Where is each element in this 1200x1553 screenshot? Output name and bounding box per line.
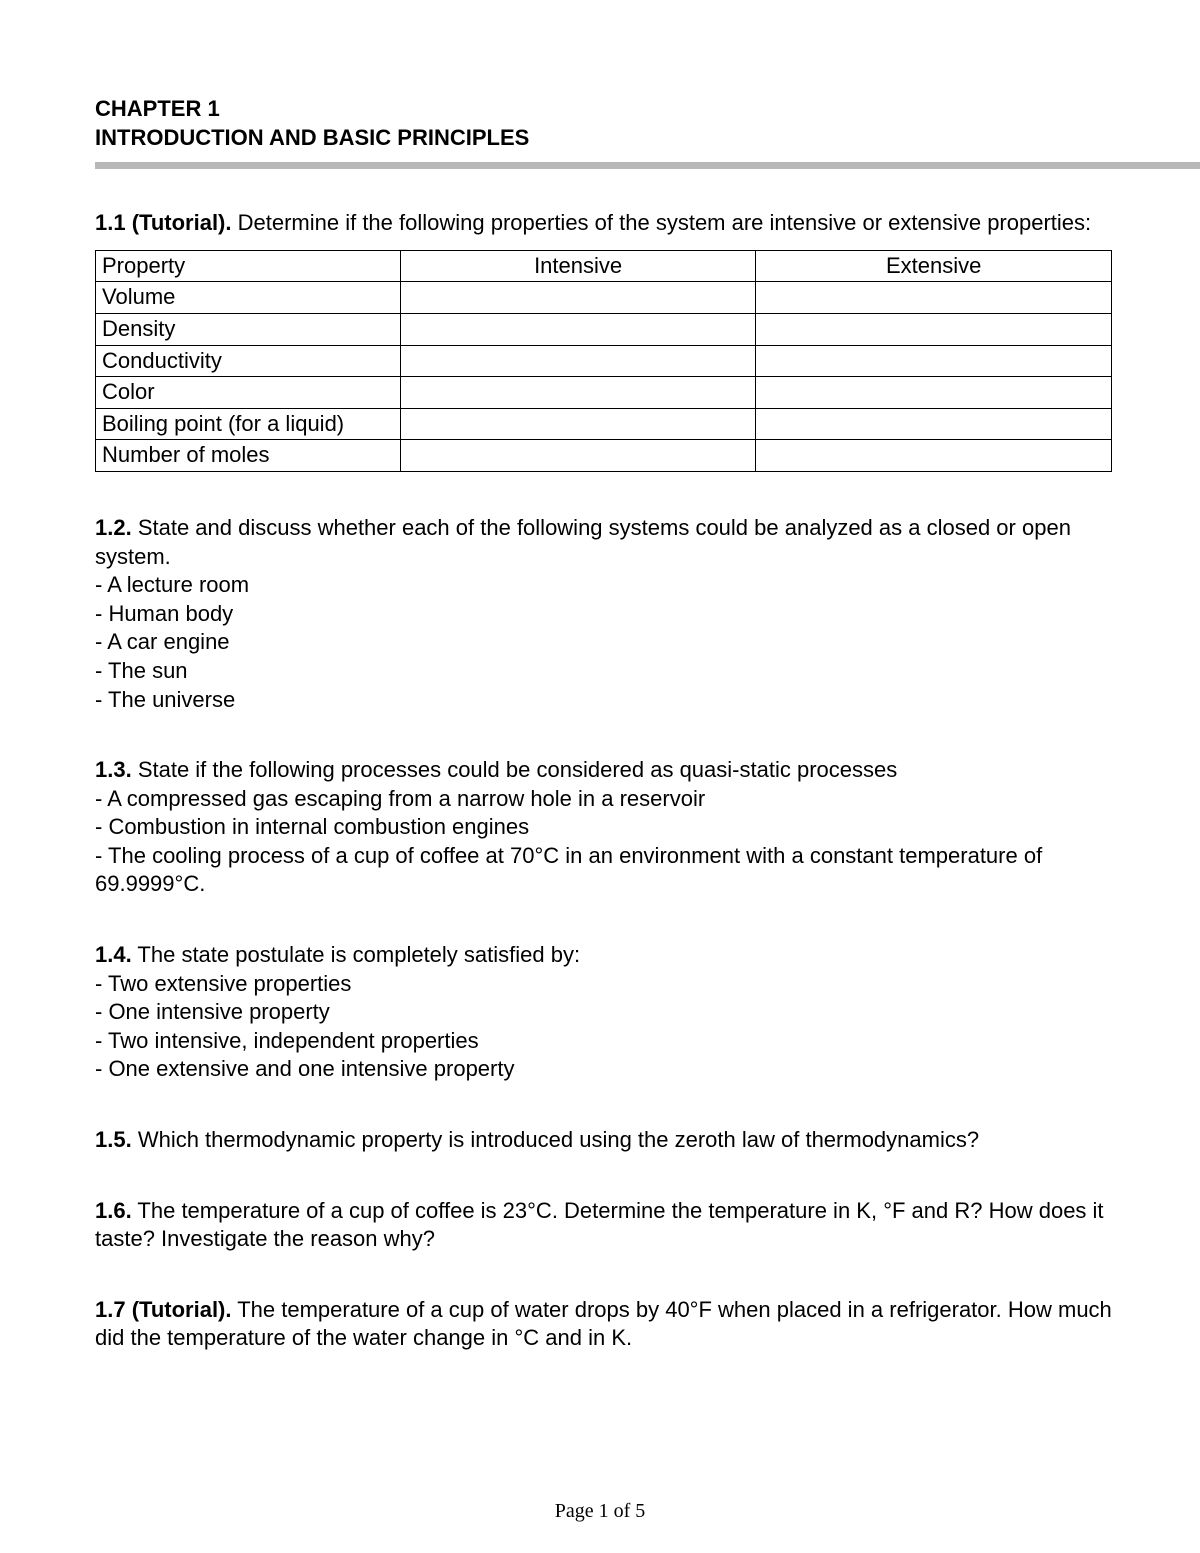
chapter-title: INTRODUCTION AND BASIC PRINCIPLES (95, 124, 1112, 153)
table-cell (756, 408, 1112, 440)
question-5-label: 1.5. (95, 1127, 132, 1152)
table-row: Conductivity (96, 345, 1112, 377)
table-header-row: Property Intensive Extensive (96, 250, 1112, 282)
table-cell: Boiling point (for a liquid) (96, 408, 401, 440)
page-footer: Page 1 of 5 (0, 1500, 1200, 1523)
table-cell (400, 408, 756, 440)
list-item: - Combustion in internal combustion engi… (95, 813, 1112, 842)
table-row: Boiling point (for a liquid) (96, 408, 1112, 440)
question-3-label: 1.3. (95, 757, 132, 782)
question-4-text: The state postulate is completely satisf… (132, 942, 580, 967)
table-row: Density (96, 313, 1112, 345)
table-cell (400, 282, 756, 314)
header-divider (95, 162, 1200, 169)
question-5-text: Which thermodynamic property is introduc… (132, 1127, 979, 1152)
list-item: - Two intensive, independent properties (95, 1027, 1112, 1056)
list-item: - A car engine (95, 628, 1112, 657)
question-1: 1.1 (Tutorial). Determine if the followi… (95, 209, 1112, 472)
question-3-prompt: 1.3. State if the following processes co… (95, 756, 1112, 785)
question-1-label: 1.1 (Tutorial). (95, 210, 232, 235)
question-4: 1.4. The state postulate is completely s… (95, 941, 1112, 1084)
list-item: - One intensive property (95, 998, 1112, 1027)
properties-table-body: Volume Density Conductivity Color Boilin… (96, 282, 1112, 472)
question-4-prompt: 1.4. The state postulate is completely s… (95, 941, 1112, 970)
list-item: - The sun (95, 657, 1112, 686)
question-1-text: Determine if the following properties of… (232, 210, 1092, 235)
table-row: Number of moles (96, 440, 1112, 472)
list-item: - The cooling process of a cup of coffee… (95, 842, 1112, 899)
question-2: 1.2. State and discuss whether each of t… (95, 514, 1112, 714)
list-item: - A compressed gas escaping from a narro… (95, 785, 1112, 814)
table-cell: Density (96, 313, 401, 345)
question-3-text: State if the following processes could b… (132, 757, 898, 782)
question-4-label: 1.4. (95, 942, 132, 967)
document-page: CHAPTER 1 INTRODUCTION AND BASIC PRINCIP… (0, 0, 1200, 1553)
table-cell (756, 440, 1112, 472)
table-cell (756, 345, 1112, 377)
list-item: - The universe (95, 686, 1112, 715)
question-2-label: 1.2. (95, 515, 132, 540)
question-5: 1.5. Which thermodynamic property is int… (95, 1126, 1112, 1155)
question-2-prompt: 1.2. State and discuss whether each of t… (95, 514, 1112, 571)
table-cell: Color (96, 377, 401, 409)
table-cell: Conductivity (96, 345, 401, 377)
table-cell (400, 440, 756, 472)
list-item: - A lecture room (95, 571, 1112, 600)
list-item: - One extensive and one intensive proper… (95, 1055, 1112, 1084)
question-3: 1.3. State if the following processes co… (95, 756, 1112, 899)
list-item: - Two extensive properties (95, 970, 1112, 999)
chapter-heading: CHAPTER 1 INTRODUCTION AND BASIC PRINCIP… (95, 95, 1112, 152)
question-2-text: State and discuss whether each of the fo… (95, 515, 1071, 569)
table-header-extensive: Extensive (756, 250, 1112, 282)
table-cell (756, 313, 1112, 345)
list-item: - Human body (95, 600, 1112, 629)
table-cell (756, 377, 1112, 409)
page-number: Page 1 of 5 (555, 1500, 646, 1522)
table-header-intensive: Intensive (400, 250, 756, 282)
question-7-text: The temperature of a cup of water drops … (95, 1297, 1112, 1351)
question-7: 1.7 (Tutorial). The temperature of a cup… (95, 1296, 1112, 1353)
question-6: 1.6. The temperature of a cup of coffee … (95, 1197, 1112, 1254)
table-header-property: Property (96, 250, 401, 282)
table-cell (756, 282, 1112, 314)
chapter-number: CHAPTER 1 (95, 95, 1112, 124)
table-cell: Number of moles (96, 440, 401, 472)
properties-table: Property Intensive Extensive Volume Dens… (95, 250, 1112, 472)
question-1-prompt: 1.1 (Tutorial). Determine if the followi… (95, 209, 1112, 238)
question-6-text: The temperature of a cup of coffee is 23… (95, 1198, 1104, 1252)
question-6-label: 1.6. (95, 1198, 132, 1223)
table-cell (400, 313, 756, 345)
question-7-label: 1.7 (Tutorial). (95, 1297, 232, 1322)
table-cell (400, 377, 756, 409)
table-row: Color (96, 377, 1112, 409)
table-row: Volume (96, 282, 1112, 314)
table-cell: Volume (96, 282, 401, 314)
table-cell (400, 345, 756, 377)
